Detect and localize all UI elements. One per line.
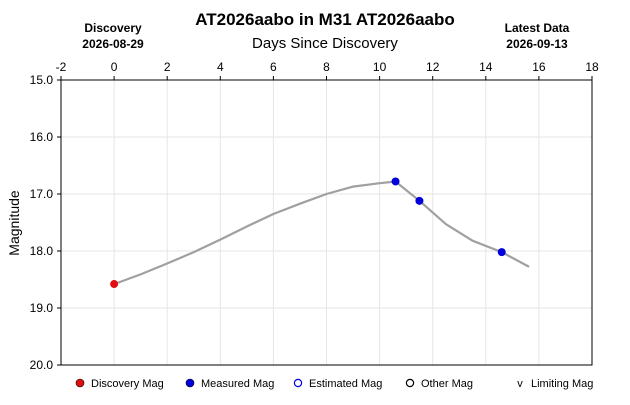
y-tick-label: 16.0	[30, 130, 54, 144]
limiting-mag-legend-marker: v	[517, 378, 523, 390]
discovery-mag-point	[110, 280, 119, 289]
measured-mag-legend-marker	[185, 378, 195, 388]
y-axis-label: Magnitude	[6, 190, 22, 256]
estimated-mag-legend-marker	[293, 378, 303, 388]
y-tick-label: 17.0	[30, 187, 54, 201]
legend: Discovery Mag Measured Mag Estimated Mag Ot…	[75, 378, 593, 390]
y-tick-label: 15.0	[30, 73, 54, 87]
other-mag-legend-marker	[405, 378, 415, 388]
y-tick-label: 20.0	[30, 358, 54, 372]
chart-title: AT2026aabo in M31 AT2026aabo	[195, 10, 455, 29]
data-points-layer	[110, 177, 506, 289]
x-axis-label: Days Since Discovery	[252, 35, 398, 52]
estimated-mag-legend-label: Estimated Mag	[309, 378, 382, 390]
discovery-mag-legend-label: Discovery Mag	[91, 378, 164, 390]
y-tick-label: 18.0	[30, 244, 54, 258]
x-tick-label: 16	[532, 60, 546, 74]
x-tick-label: 8	[323, 60, 330, 74]
x-tick-label: 6	[270, 60, 277, 74]
other-mag-legend-label: Other Mag	[421, 378, 473, 390]
x-tick-label: -2	[56, 60, 67, 74]
limiting-mag-legend-label: Limiting Mag	[531, 378, 593, 390]
x-tick-label: 18	[585, 60, 599, 74]
measured-mag-point	[391, 177, 400, 186]
measured-mag-point	[497, 248, 506, 257]
x-tick-label: 2	[164, 60, 171, 74]
measured-mag-point	[415, 196, 424, 205]
x-axis-ticks: -2 0 2 4 6 8 10 12 14 16 18	[56, 60, 599, 80]
fit-curve-layer	[112, 180, 530, 286]
y-tick-label: 19.0	[30, 301, 54, 315]
latest-data-label: Latest Data	[505, 21, 570, 35]
grid-lines	[60, 79, 593, 366]
x-tick-label: 12	[426, 60, 440, 74]
discovery-label: Discovery	[84, 21, 142, 35]
latest-data-date: 2026-09-13	[506, 37, 568, 51]
discovery-mag-legend-marker	[75, 378, 85, 388]
measured-mag-legend-label: Measured Mag	[201, 378, 274, 390]
x-tick-label: 14	[479, 60, 493, 74]
fit-curve-line	[112, 180, 530, 286]
x-tick-label: 10	[373, 60, 387, 74]
discovery-date: 2026-08-29	[82, 37, 144, 51]
x-tick-label: 0	[111, 60, 118, 74]
y-axis-ticks: 15.0 16.0 17.0 18.0 19.0 20.0	[30, 73, 61, 372]
x-tick-label: 4	[217, 60, 224, 74]
